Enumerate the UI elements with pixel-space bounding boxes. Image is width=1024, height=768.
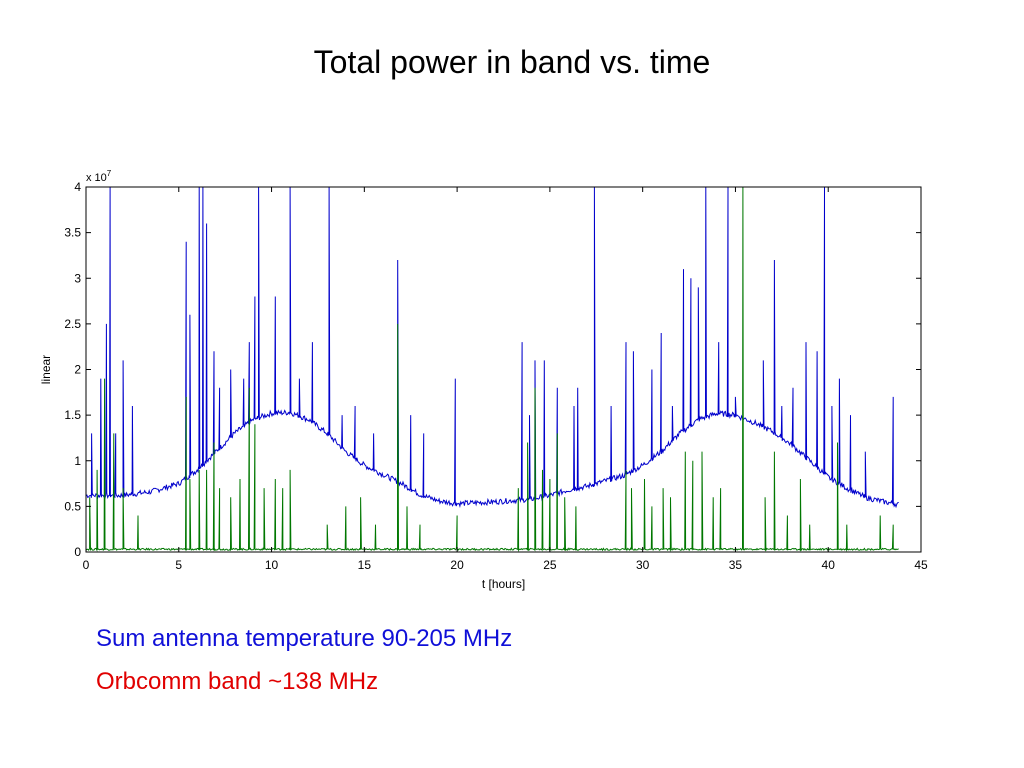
- x-tick-label: 5: [175, 558, 182, 572]
- series-line-orbcomm: [85, 186, 899, 552]
- plot-lines: [85, 186, 899, 552]
- y-axis-label: linear: [39, 355, 53, 384]
- series-line-sum-antenna: [85, 186, 899, 509]
- x-tick-label: 35: [729, 558, 743, 572]
- x-axis-label: t [hours]: [482, 577, 525, 591]
- x-tick-label: 45: [914, 558, 928, 572]
- y-tick-label: 4: [74, 180, 81, 194]
- y-tick-label: 1: [74, 454, 81, 468]
- plot-frame: [85, 186, 922, 553]
- y-tick-label: 0: [74, 545, 81, 559]
- y-tick-label: 2.5: [64, 317, 81, 331]
- x-tick-label: 25: [543, 558, 557, 572]
- x-tick-label: 10: [265, 558, 279, 572]
- x-tick-label: 15: [358, 558, 372, 572]
- y-tick-label: 1.5: [64, 408, 81, 422]
- y-tick-label: 0.5: [64, 499, 81, 513]
- axis-ticks: 0 5 10 15 20 25 30 35 40 45 0 0.5 1 1.5 2 2.5 3 3.5 4: [64, 180, 928, 572]
- x-tick-label: 20: [450, 558, 464, 572]
- slide-title: Total power in band vs. time: [313, 44, 711, 80]
- power-vs-time-chart: 0 5 10 15 20 25 30 35 40 45 0 0.5 1 1.5 2 2.5 3 3.5 4 x 10…: [39, 169, 928, 591]
- y-tick-label: 3: [74, 271, 81, 285]
- y-tick-label: 2: [74, 363, 81, 377]
- x-tick-label: 30: [636, 558, 650, 572]
- caption-sum-antenna: Sum antenna temperature 90-205 MHz: [96, 625, 513, 652]
- y-exponent-label: x 107: [86, 169, 112, 184]
- caption-orbcomm: Orbcomm band ~138 MHz: [96, 668, 379, 695]
- y-tick-label: 3.5: [64, 226, 81, 240]
- x-tick-label: 0: [83, 558, 90, 572]
- x-tick-label: 40: [822, 558, 836, 572]
